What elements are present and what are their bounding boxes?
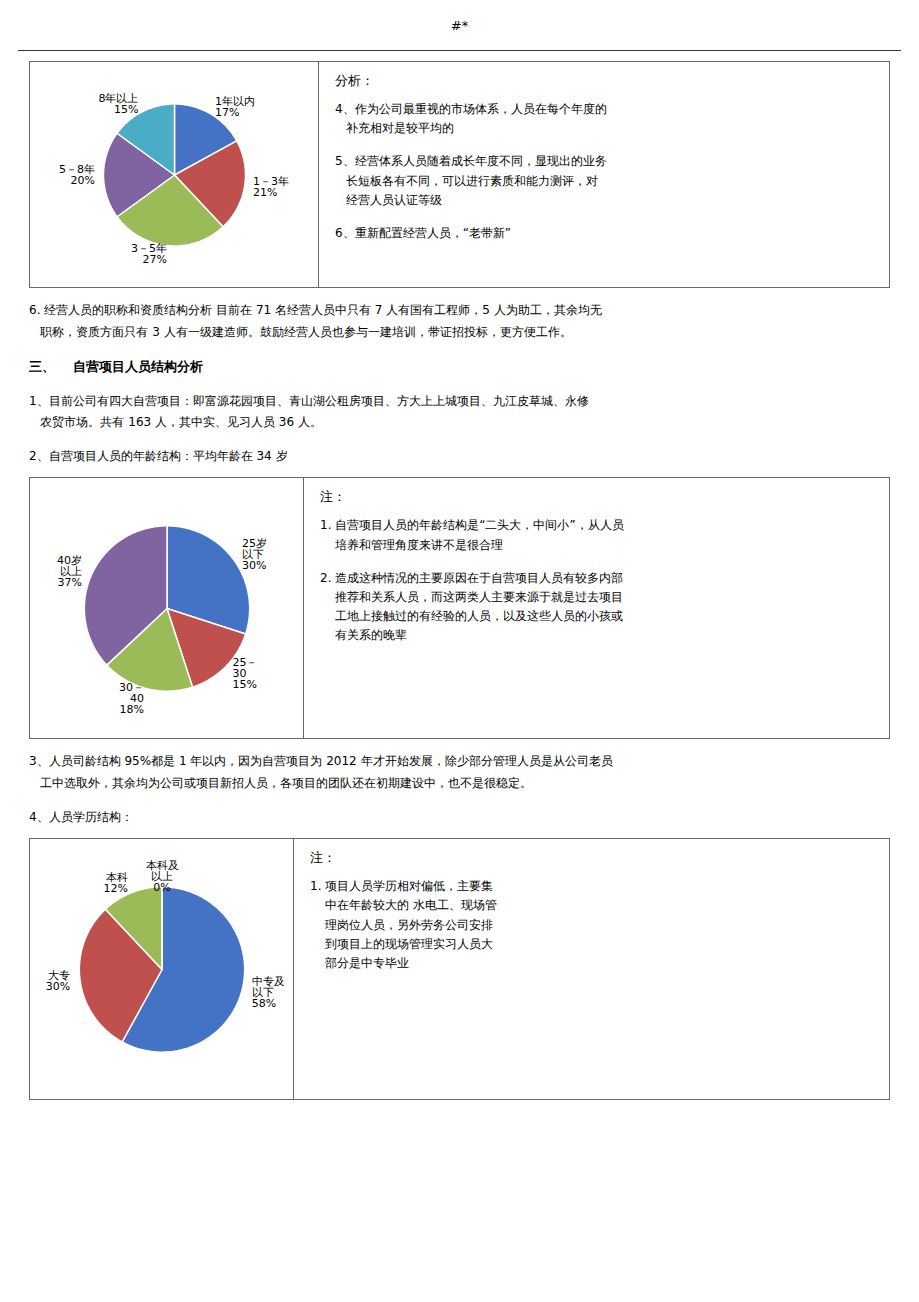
html-text:1. 自营项目人员的年龄结构是“二头大，中间小”，从人员 培: 1. 自营项目人员的年龄结构是“二头大，中间小”，从人员 培养和管理角度来讲不是…: [320, 518, 624, 552]
html-text:注：: 注：: [320, 489, 346, 505]
html-text:4、作为公司最重视的市场体系，人员在每个年度的 补充相对是较: 4、作为公司最重视的市场体系，人员在每个年度的 补充相对是较平均的: [335, 102, 607, 136]
svg-text:中专及以下58%: 中专及以下58%: [252, 975, 284, 1010]
html-text:3、人员司龄结构 95%都是 1 年以内，因为自营项目为 2: 3、人员司龄结构 95%都是 1 年以内，因为自营项目为 2012 年才开始发展…: [29, 754, 613, 790]
svg-text:40岁以上37%: 40岁以上37%: [57, 555, 82, 590]
html-text:三、 自营项目人员结构分析: 三、 自营项目人员结构分析: [29, 359, 204, 375]
html-text:2、自营项目人员的年龄结构：平均年龄在 34 岁: 2、自营项目人员的年龄结构：平均年龄在 34 岁: [29, 448, 288, 463]
html-text:1. 项目人员学历相对偏低，主要集 中在年龄较大的 水电工、: 1. 项目人员学历相对偏低，主要集 中在年龄较大的 水电工、现场管 理岗位人员，…: [310, 879, 498, 970]
svg-text:1－3年21%: 1－3年21%: [253, 175, 289, 199]
svg-text:25岁以下30%: 25岁以下30%: [242, 537, 267, 572]
html-text:6、重新配置经营人员，“老带新”: 6、重新配置经营人员，“老带新”: [335, 225, 512, 240]
html-text:1、目前公司有四大自营项目：即富源花园项目、青山湖公租房项目: 1、目前公司有四大自营项目：即富源花园项目、青山湖公租房项目、方大上上城项目、九…: [29, 393, 589, 430]
svg-text:1年以内17%: 1年以内17%: [215, 95, 255, 119]
html-text:4、人员学历结构：: 4、人员学历结构：: [29, 809, 133, 824]
html-text:5、经营体系人员随着成长年度不同，显现出的业务 长短板各有不: 5、经营体系人员随着成长年度不同，显现出的业务 长短板各有不同，可以进行素质和能…: [335, 154, 607, 207]
html-text:注：: 注：: [310, 850, 336, 866]
svg-text:大专30%: 大专30%: [46, 969, 70, 993]
svg-text:3－5年27%: 3－5年27%: [131, 242, 167, 266]
html-text:6. 经营人员的职称和资质结构分析 目前在 71 名经营人员: 6. 经营人员的职称和资质结构分析 目前在 71 名经营人员中只有 7 人有国有…: [29, 303, 602, 339]
svg-text:25－3015%: 25－3015%: [232, 657, 257, 692]
svg-text:5－8年20%: 5－8年20%: [59, 163, 95, 187]
svg-text:30－4018%: 30－4018%: [119, 681, 144, 716]
svg-text:8年以上15%: 8年以上15%: [98, 92, 138, 116]
html-text:分析：: 分析：: [335, 73, 374, 88]
svg-text:本科及以上0%: 本科及以上0%: [146, 860, 179, 895]
html-text:2. 造成这种情况的主要原因在于自营项目人员有较多内部 推荐: 2. 造成这种情况的主要原因在于自营项目人员有较多内部 推荐和关系人员，而这两类…: [320, 570, 624, 643]
svg-text:本科12%: 本科12%: [103, 872, 127, 896]
